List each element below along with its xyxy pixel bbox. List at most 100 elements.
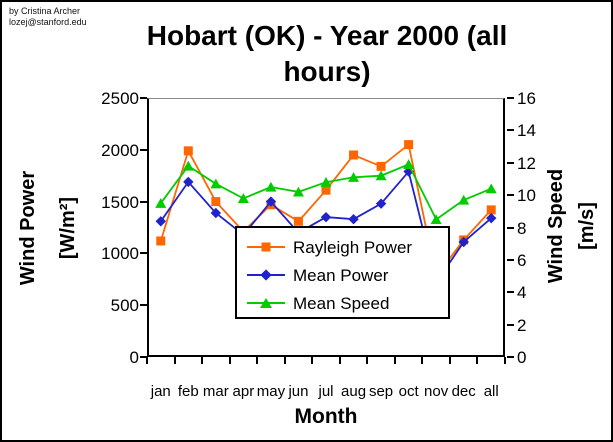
right-axis-tick-label: 14 [517, 121, 536, 141]
x-tick-label: jul [318, 383, 334, 400]
left-axis-title-line2: [W/m²] [57, 196, 79, 260]
triangle-marker [403, 159, 415, 169]
right-axis-tick-label: 8 [517, 218, 527, 238]
legend-label: Mean Power [293, 265, 389, 285]
diamond-marker [183, 176, 194, 188]
left-axis-tick-label: 2000 [101, 140, 139, 160]
x-axis-tick-mark [366, 357, 369, 364]
triangle-marker [375, 170, 387, 181]
legend-label: Rayleigh Power [293, 237, 413, 257]
x-axis-tick-mark [476, 357, 479, 364]
right-axis-tick-label: 0 [517, 348, 527, 367]
right-axis-tick-label: 10 [517, 186, 536, 206]
square-legend-icon [247, 241, 285, 253]
legend-item-mean-speed: Mean Speed [247, 289, 448, 317]
triangle-marker [182, 160, 194, 171]
square-marker [156, 236, 166, 246]
triangle-marker [430, 214, 442, 225]
x-tick-label: sep [368, 383, 394, 400]
left-axis-tick-label: 1500 [101, 192, 139, 212]
x-tick-label: jun [288, 383, 309, 400]
right-axis-tick-mark [507, 323, 514, 326]
diamond-marker [265, 196, 277, 207]
left-axis-tick-label: 500 [110, 296, 139, 316]
triangle-marker [348, 172, 360, 182]
square-marker [349, 150, 359, 160]
square-marker [376, 161, 386, 171]
triangle-marker [265, 181, 277, 192]
triangle-marker [485, 183, 497, 194]
legend-item-mean-power: Mean Power [247, 261, 448, 289]
chart-title: Hobart (OK) - Year 2000 (all hours) [146, 20, 508, 87]
x-tick-label: jan [150, 383, 171, 400]
x-tick-label: nov [424, 383, 449, 400]
credit-author: by Cristina Archer [9, 6, 81, 16]
x-axis-tick-mark [338, 357, 341, 364]
x-axis-tick-mark [504, 357, 506, 364]
right-axis-title-line2: [m/s] [576, 202, 598, 250]
right-axis-tick-label: 6 [517, 250, 527, 270]
triangle-marker [458, 194, 470, 205]
plot-area [147, 98, 505, 357]
right-axis-tick-mark [507, 97, 514, 99]
triangle-legend-icon [247, 297, 285, 309]
left-axis-title: Wind Power [W/m²] [8, 171, 88, 285]
right-axis-tick-mark [507, 194, 514, 197]
credit-email: lozej@stanford.edu [9, 17, 87, 27]
x-axis-tick-mark [201, 357, 204, 364]
right-axis-tick-mark [507, 258, 514, 261]
triangle-marker [237, 193, 249, 203]
square-marker [321, 185, 331, 195]
x-tick-label: apr [232, 383, 255, 400]
right-axis-tick-label: 4 [517, 283, 527, 303]
square-marker [183, 146, 193, 156]
left-axis-tick-label: 0 [129, 348, 139, 367]
left-axis-tick-mark [140, 200, 147, 203]
triangle-marker [320, 176, 332, 187]
triangle-marker [292, 186, 304, 197]
x-axis-title: Month [294, 405, 358, 428]
diamond-legend-icon [247, 269, 285, 281]
diamond-marker [348, 214, 359, 225]
x-tick-label: all [483, 383, 499, 400]
left-axis-tick-mark [140, 97, 147, 99]
legend: Rayleigh Power Mean Power Mean Speed [235, 226, 450, 319]
diamond-marker [486, 212, 497, 224]
left-axis-tick-mark [140, 252, 147, 255]
diamond-marker [375, 198, 387, 209]
left-axis-tick-mark [140, 304, 147, 307]
right-axis-tick-label: 2 [517, 315, 527, 335]
left-axis-title-line1: Wind Power [17, 170, 39, 286]
legend-label: Mean Speed [293, 293, 390, 313]
square-marker [293, 216, 303, 226]
diamond-marker [320, 211, 332, 223]
right-axis-tick-mark [507, 226, 514, 229]
right-axis-tick-mark [507, 161, 514, 164]
x-axis-tick-mark [393, 357, 396, 364]
x-axis-tick-mark [146, 357, 148, 364]
left-axis-tick-label: 2500 [101, 89, 139, 108]
triangle-icon [260, 298, 272, 308]
square-icon [261, 242, 271, 252]
right-axis-tick-mark [507, 291, 514, 294]
x-tick-label: oct [398, 383, 419, 400]
triangle-marker [155, 198, 167, 208]
legend-item-rayleigh-power: Rayleigh Power [247, 233, 448, 261]
x-tick-label: mar [202, 383, 229, 400]
x-tick-label: dec [451, 383, 476, 400]
left-axis-tick-mark [140, 148, 147, 151]
left-axis-tick-label: 1000 [101, 244, 139, 264]
x-tick-label: feb [177, 383, 199, 400]
right-axis-tick-label: 12 [517, 153, 536, 173]
right-axis-tick-mark [507, 129, 514, 132]
triangle-marker [210, 178, 222, 189]
x-axis-tick-mark [311, 357, 314, 364]
right-axis-title: Wind Speed [m/s] [541, 169, 603, 283]
x-axis-tick-mark [228, 357, 231, 364]
credit-text: by Cristina Archer lozej@stanford.edu [9, 6, 87, 28]
x-tick-label: aug [341, 383, 367, 400]
diamond-marker [458, 236, 469, 248]
right-axis-tick-mark [507, 356, 514, 358]
square-marker [486, 205, 496, 215]
